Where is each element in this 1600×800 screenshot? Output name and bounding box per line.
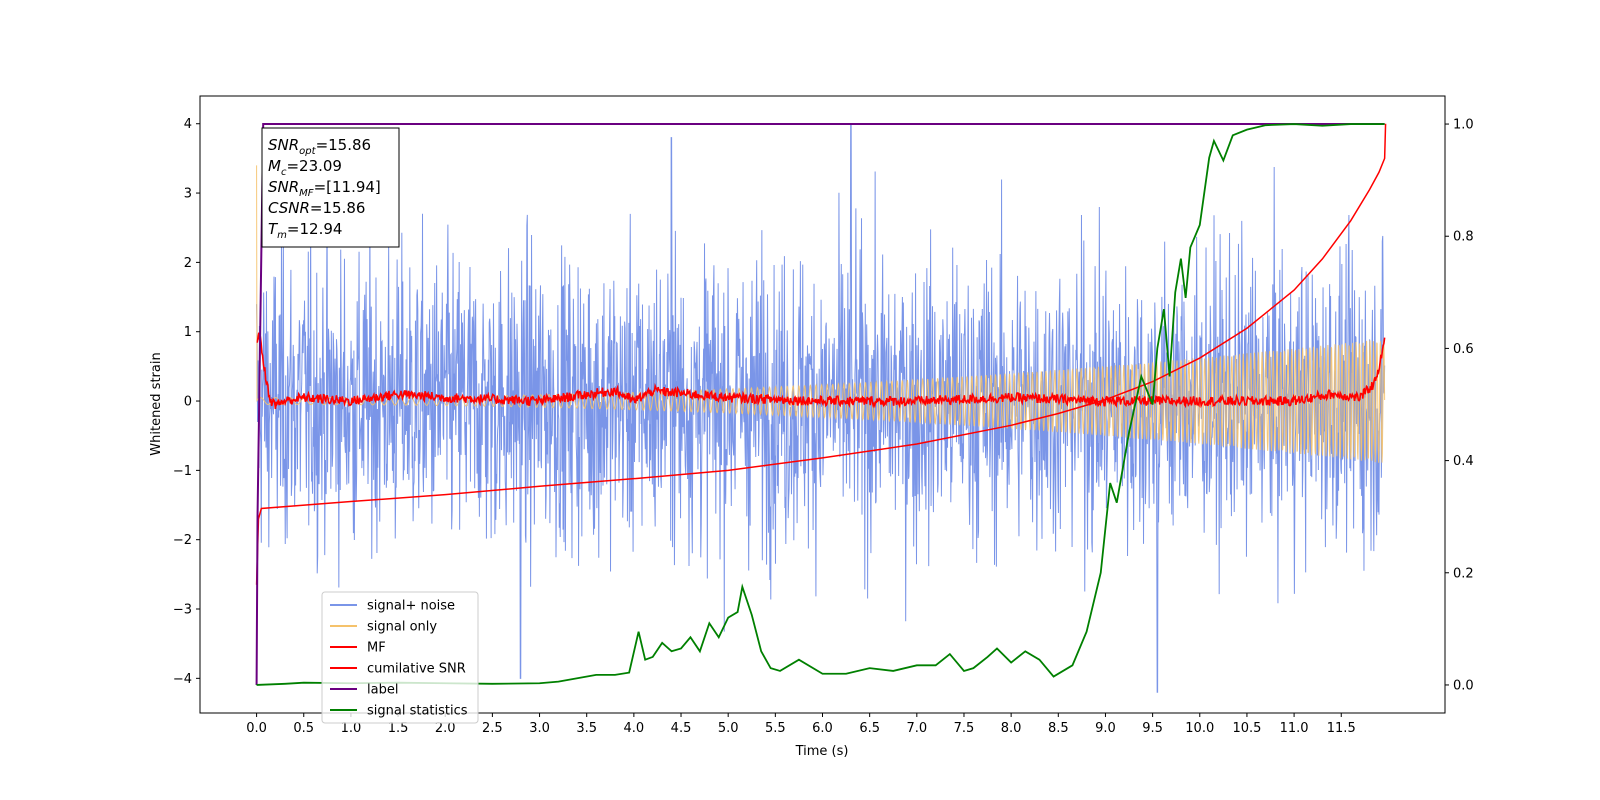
- series-signal-statistics-line: [256, 123, 1385, 686]
- x-tick-label: 2.0: [435, 721, 456, 736]
- annotation-value: =23.09: [286, 157, 342, 175]
- series-mf-line: [256, 332, 1386, 410]
- y2-tick-label: 0.2: [1453, 566, 1474, 581]
- y-tick-label: −3: [173, 603, 192, 618]
- x-axis-label: Time (s): [795, 744, 849, 759]
- annotation-box: SNRopt=15.86Mc=23.09SNRMF=[11.94]CSNR=15…: [261, 127, 400, 248]
- annotation-symbol: CSNR: [268, 199, 310, 217]
- annotation-line: SNRopt=15.86: [268, 136, 371, 157]
- y-tick-label: −1: [173, 464, 192, 479]
- annotation-value: =15.86: [316, 136, 372, 154]
- annotation-subscript: m: [277, 230, 287, 241]
- y-tick-label: 2: [184, 256, 192, 271]
- series-layer: [255, 123, 1387, 693]
- y-tick-label: −4: [173, 672, 192, 687]
- series-signal-noise-line: [256, 123, 1386, 693]
- x-tick-label: 1.5: [388, 721, 409, 736]
- annotation-value: =[11.94]: [314, 178, 381, 196]
- x-tick-label: 11.5: [1327, 721, 1356, 736]
- annotation-subscript: c: [281, 167, 287, 178]
- y-axis-label: Whitened strain: [149, 352, 164, 455]
- x-tick-label: 4.5: [671, 721, 692, 736]
- annotation-value: =12.94: [287, 220, 343, 238]
- legend-label: signal statistics: [367, 704, 468, 719]
- x-tick-label: 10.0: [1185, 721, 1214, 736]
- annotation-subscript: opt: [299, 146, 316, 157]
- x-tick-label: 5.5: [765, 721, 786, 736]
- legend-label: label: [367, 683, 398, 698]
- annotation-symbol: SNR: [268, 178, 299, 196]
- y-tick-label: 4: [184, 117, 192, 132]
- axes-layer: 0.0 0.5 1.0 1.5 2.0 2.5 3.0 3.5 4.0 4.5 5.0 5.5 6.0 6…: [173, 117, 1474, 736]
- x-tick-label: 8.0: [1001, 721, 1022, 736]
- series-label-line: [255, 123, 1385, 685]
- y2-tick-label: 0.4: [1453, 454, 1474, 469]
- x-tick-label: 11.0: [1280, 721, 1309, 736]
- x-tick-label: 9.0: [1095, 721, 1116, 736]
- y2-tick-label: 1.0: [1453, 118, 1474, 133]
- annotation-symbol: M: [268, 157, 281, 175]
- legend-label: signal only: [367, 620, 437, 635]
- y2-tick-label: 0.8: [1453, 230, 1474, 245]
- annotation-line: CSNR=15.86: [268, 199, 365, 217]
- x-tick-label: 2.5: [482, 721, 503, 736]
- y-tick-label: 3: [184, 187, 192, 202]
- x-tick-label: 9.5: [1142, 721, 1163, 736]
- x-tick-label: 1.0: [341, 721, 362, 736]
- annotation-subscript: MF: [299, 188, 314, 199]
- x-tick-label: 7.0: [906, 721, 927, 736]
- x-tick-label: 5.0: [718, 721, 739, 736]
- x-tick-label: 6.0: [812, 721, 833, 736]
- y-tick-label: −2: [173, 533, 192, 548]
- annotation-symbol: SNR: [268, 136, 299, 154]
- legend-label: signal+ noise: [367, 599, 455, 614]
- x-tick-label: 0.5: [293, 721, 314, 736]
- annotation-frame: [261, 127, 400, 248]
- x-tick-label: 7.5: [954, 721, 975, 736]
- legend-label: MF: [367, 641, 386, 656]
- x-tick-label: 10.5: [1232, 721, 1261, 736]
- annotation-symbol: T: [268, 220, 279, 238]
- legend: signal+ noise signal only MF cumilative SNR…: [321, 591, 479, 724]
- x-tick-label: 3.0: [529, 721, 550, 736]
- x-tick-label: 0.0: [246, 721, 267, 736]
- annotation-line: SNRMF=[11.94]: [268, 178, 381, 199]
- y2-tick-label: 0.6: [1453, 342, 1474, 357]
- x-tick-label: 3.5: [576, 721, 597, 736]
- y-tick-label: 0: [184, 395, 192, 410]
- series-cumulative-snr-line: [255, 123, 1387, 585]
- annotation-line: Mc=23.09: [268, 157, 342, 178]
- y2-tick-label: 0.0: [1453, 678, 1474, 693]
- x-tick-label: 6.5: [859, 721, 880, 736]
- legend-label: cumilative SNR: [367, 662, 466, 677]
- x-tick-label: 4.0: [624, 721, 645, 736]
- y-tick-label: 1: [184, 325, 192, 340]
- legend-frame: [321, 591, 479, 724]
- annotation-value: =15.86: [310, 199, 366, 217]
- x-tick-label: 8.5: [1048, 721, 1069, 736]
- annotation-line: Tm=12.94: [268, 220, 342, 241]
